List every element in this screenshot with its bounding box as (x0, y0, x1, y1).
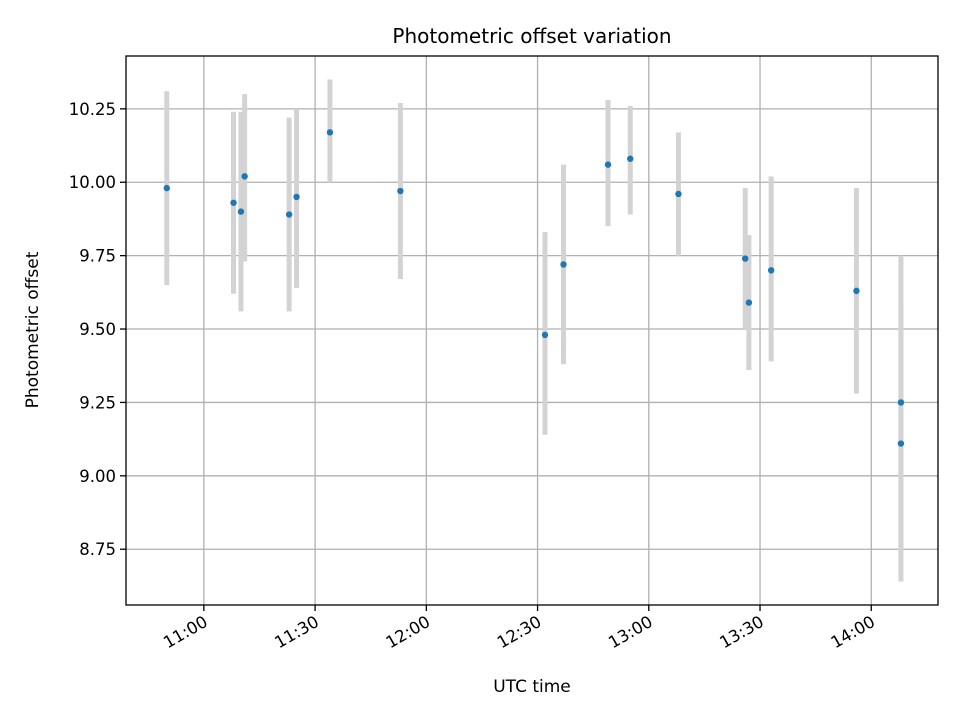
data-point (163, 184, 170, 192)
y-tick-label: 9.25 (79, 393, 116, 412)
grid (126, 56, 938, 605)
data-point (230, 199, 237, 206)
chart-title: Photometric offset variation (392, 24, 671, 48)
y-tick-label: 10.00 (69, 173, 116, 192)
data-point (397, 187, 404, 195)
y-tick-label: 9.00 (79, 467, 116, 486)
data-points (163, 129, 905, 447)
plot-frame (125, 55, 939, 606)
data-point (285, 211, 293, 218)
data-point (897, 399, 905, 406)
data-point (767, 267, 775, 274)
data-point (897, 440, 905, 447)
data-point (237, 208, 245, 215)
y-tick-label: 9.75 (79, 247, 116, 266)
data-point (741, 255, 749, 262)
data-point (745, 299, 753, 306)
data-point (241, 173, 248, 180)
data-point (293, 193, 300, 201)
data-point (541, 331, 549, 339)
y-axis-label: Photometric offset (23, 251, 43, 408)
y-tick-label: 8.75 (79, 540, 116, 559)
y-tick-label: 9.50 (79, 320, 116, 339)
data-point (326, 129, 334, 136)
data-point (604, 161, 612, 168)
y-tick-label: 10.25 (69, 100, 116, 119)
data-point (853, 287, 860, 295)
x-axis-label: UTC time (493, 677, 571, 697)
data-point (675, 190, 682, 198)
data-point (627, 155, 634, 162)
data-point (560, 261, 567, 268)
y-axis-ticks: 8.75 9.00 9.25 9.50 9.75 10.00 10.25 (69, 100, 126, 559)
